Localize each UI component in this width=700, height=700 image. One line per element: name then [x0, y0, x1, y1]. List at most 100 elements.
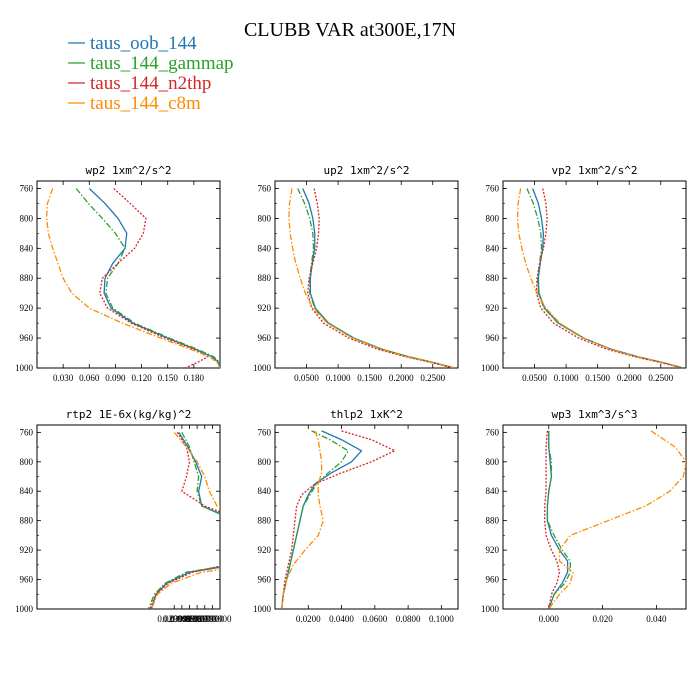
- x-tick-label: 0.1000: [326, 373, 351, 383]
- y-tick-label: 960: [258, 333, 272, 343]
- legend-entry-taus-144-gammap: taus_144_gammap: [68, 53, 234, 74]
- y-tick-label: 760: [486, 183, 500, 193]
- x-tick-label: 0.120: [131, 373, 152, 383]
- x-tick-label: 0.1500: [357, 373, 382, 383]
- y-tick-label: 760: [20, 427, 34, 437]
- y-tick-label: 760: [486, 427, 500, 437]
- x-tick-label: 0.0499900: [170, 614, 209, 624]
- legend-label: taus_oob_144: [90, 33, 197, 54]
- y-tick-label: 880: [20, 516, 34, 526]
- x-tick-label: 0.0400: [329, 614, 354, 624]
- series-line-taus-144-gammap: [147, 432, 220, 609]
- x-tick-label: 0.2500: [420, 373, 445, 383]
- y-tick-label: 800: [486, 213, 500, 223]
- x-tick-label: 0.020: [592, 614, 613, 624]
- legend-label: taus_144_c8m: [90, 93, 201, 114]
- y-tick-label: 760: [20, 183, 34, 193]
- y-tick-label: 1000: [15, 604, 34, 614]
- x-tick-label: 0.0200: [296, 614, 321, 624]
- y-tick-label: 840: [258, 486, 272, 496]
- x-tick-label: 0.0799900: [193, 614, 232, 624]
- y-tick-label: 800: [486, 457, 500, 467]
- y-tick-label: 800: [20, 213, 34, 223]
- series-group: [288, 188, 456, 368]
- panel-title: wp2 1xm^2/s^2: [85, 164, 171, 177]
- panel-wp2-1xm-2-s-2: wp2 1xm^2/s^2 760 800 840 880 920 960 1000 0.030…: [15, 164, 221, 383]
- series-line-taus-144-n2thp: [149, 432, 220, 609]
- series-group: [544, 430, 686, 609]
- x-tick-label: 0.040: [646, 614, 667, 624]
- y-tick-label: 920: [258, 545, 272, 555]
- y-tick-label: 840: [486, 486, 500, 496]
- plot-frame: [36, 180, 221, 369]
- y-tick-label: 880: [486, 273, 500, 283]
- panels: wp2 1xm^2/s^2 760 800 840 880 920 960 1000 0.030…: [15, 164, 687, 624]
- y-tick-label: 840: [486, 243, 500, 253]
- series-line-taus-144-n2thp: [307, 188, 454, 368]
- series-line-taus-144-c8m: [516, 188, 683, 368]
- y-tick-label: 960: [486, 333, 500, 343]
- panel-title: rtp2 1E-6x(kg/kg)^2: [66, 408, 192, 421]
- legend-label: taus_144_gammap: [90, 53, 234, 74]
- y-tick-label: 840: [258, 243, 272, 253]
- y-tick-label: 920: [486, 303, 500, 313]
- plot-frame: [274, 424, 459, 610]
- y-tick-label: 920: [20, 545, 34, 555]
- panel-vp2-1xm-2-s-2: vp2 1xm^2/s^2 760 800 840 880 920 960 1000 0.050…: [481, 164, 687, 383]
- panel-title: vp2 1xm^2/s^2: [551, 164, 637, 177]
- x-tick-label: 0.1500: [585, 373, 610, 383]
- panel-title: up2 1xm^2/s^2: [323, 164, 409, 177]
- y-tick-label: 760: [258, 427, 272, 437]
- x-tick-label: 0.060: [79, 373, 100, 383]
- y-tick-label: 1000: [253, 363, 272, 373]
- plot-frame: [36, 424, 221, 610]
- series-line-taus-oob-144: [302, 188, 456, 368]
- y-tick-label: 1000: [15, 363, 34, 373]
- x-tick-label: 0.030: [53, 373, 74, 383]
- x-tick-label: 0.000: [539, 614, 560, 624]
- y-tick-label: 920: [20, 303, 34, 313]
- y-tick-label: 800: [258, 213, 272, 223]
- y-tick-label: 960: [486, 575, 500, 585]
- legend-entry-taus-144-c8m: taus_144_c8m: [68, 93, 201, 114]
- y-tick-label: 1000: [481, 604, 500, 614]
- panel-rtp2-1e-6x-kg-kg-2: rtp2 1E-6x(kg/kg)^2 760 800 840 880 920 960 100…: [15, 408, 232, 624]
- series-line-taus-144-c8m: [150, 431, 220, 609]
- panel-up2-1xm-2-s-2: up2 1xm^2/s^2 760 800 840 880 920 960 1000 0.050…: [253, 164, 459, 383]
- x-tick-label: 0.0500: [522, 373, 547, 383]
- y-tick-label: 800: [20, 457, 34, 467]
- series-line-taus-oob-144: [532, 188, 684, 368]
- y-tick-label: 1000: [253, 604, 272, 614]
- x-tick-label: 0.0500: [294, 373, 319, 383]
- series-group: [147, 431, 220, 609]
- panel-title: thlp2 1xK^2: [330, 408, 403, 421]
- x-tick-label: 0.150: [158, 373, 179, 383]
- series-line-taus-144-c8m: [45, 188, 220, 368]
- y-tick-label: 960: [20, 575, 34, 585]
- series-line-taus-144-n2thp: [535, 188, 682, 368]
- series-group: [516, 188, 684, 368]
- series-line-taus-144-gammap: [526, 188, 684, 368]
- panel-wp3-1xm-3-s-3: wp3 1xm^3/s^3 760 800 840 880 920 960 1000 0.000…: [481, 408, 687, 624]
- series-line-taus-144-gammap: [281, 430, 349, 609]
- y-tick-label: 960: [20, 333, 34, 343]
- x-tick-label: 0.0600: [362, 614, 387, 624]
- series-group: [45, 187, 220, 368]
- series-line-taus-144-c8m: [288, 188, 454, 368]
- plot-frame: [274, 180, 459, 369]
- y-tick-label: 880: [258, 516, 272, 526]
- series-line-taus-144-n2thp: [281, 430, 396, 609]
- y-tick-label: 880: [486, 516, 500, 526]
- plot-frame: [502, 180, 687, 369]
- x-tick-label: 0.090: [105, 373, 126, 383]
- x-tick-label: 0.1000: [429, 614, 454, 624]
- figure-title: CLUBB VAR at300E,17N: [244, 19, 456, 41]
- series-line-taus-oob-144: [150, 432, 220, 609]
- y-tick-label: 880: [258, 273, 272, 283]
- legend: taus_oob_144taus_144_gammaptaus_144_n2th…: [68, 33, 234, 114]
- x-tick-label: 0.0599900: [178, 614, 217, 624]
- series-line-taus-144-gammap: [546, 430, 571, 609]
- series-group: [281, 430, 396, 609]
- series-line-taus-144-c8m: [548, 430, 686, 609]
